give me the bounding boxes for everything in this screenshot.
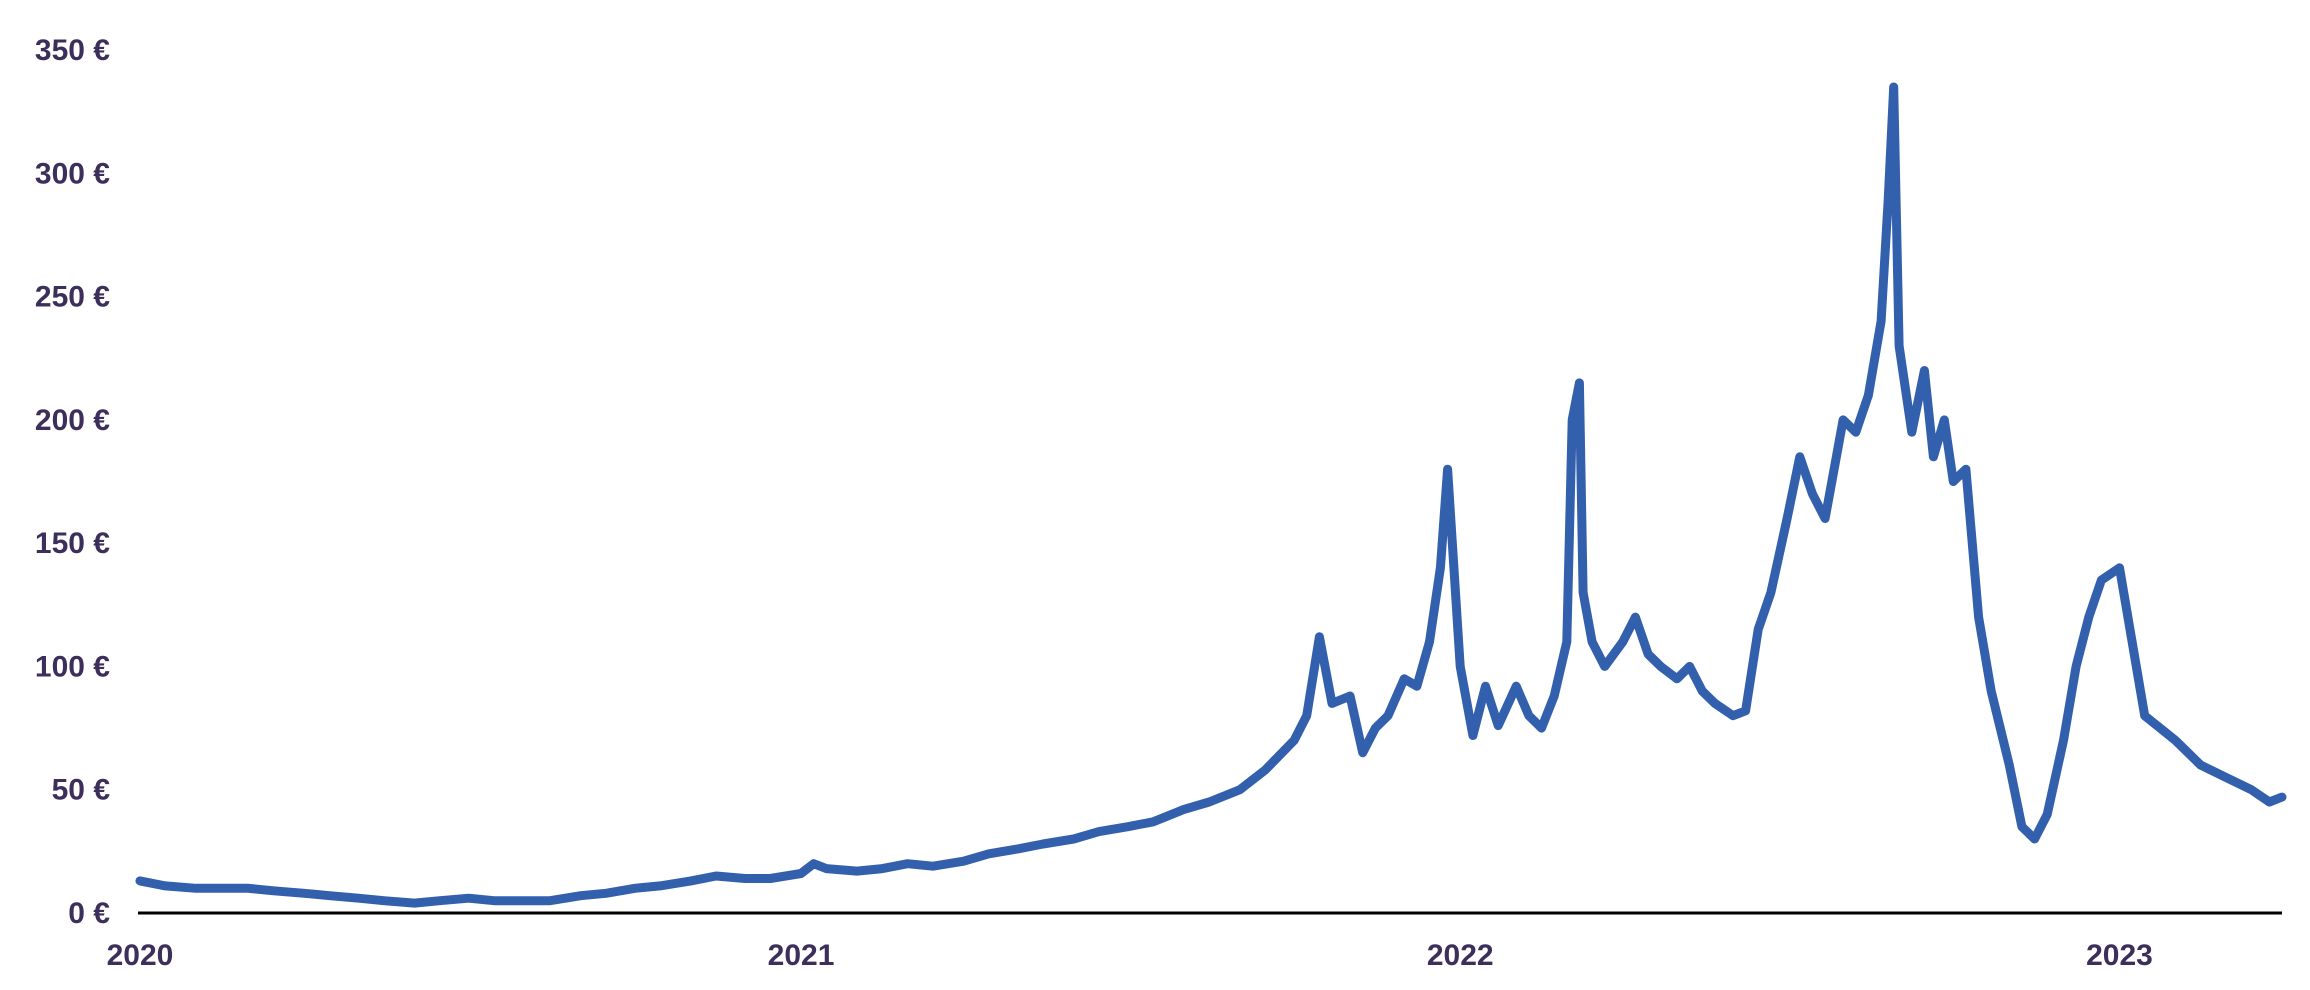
y-tick-label: 200 € (35, 404, 110, 437)
x-tick-label: 2021 (768, 939, 835, 972)
y-tick-label: 50 € (52, 774, 111, 807)
x-tick-label: 2023 (2086, 939, 2153, 972)
x-axis-tick-labels: 2020 2021 2022 2023 (107, 939, 2153, 972)
y-tick-label: 150 € (35, 527, 110, 560)
y-tick-label: 300 € (35, 157, 110, 190)
y-tick-label: 0 € (68, 897, 110, 930)
y-tick-label: 350 € (35, 34, 110, 67)
x-tick-label: 2020 (107, 939, 174, 972)
y-axis-tick-labels: 0 € 50 € 100 € 150 € 200 € 250 € 300 € 350 € (35, 34, 110, 930)
x-tick-label: 2022 (1427, 939, 1494, 972)
series-line (135, 82, 2287, 908)
y-tick-label: 100 € (35, 650, 110, 683)
y-tick-label: 250 € (35, 281, 110, 314)
